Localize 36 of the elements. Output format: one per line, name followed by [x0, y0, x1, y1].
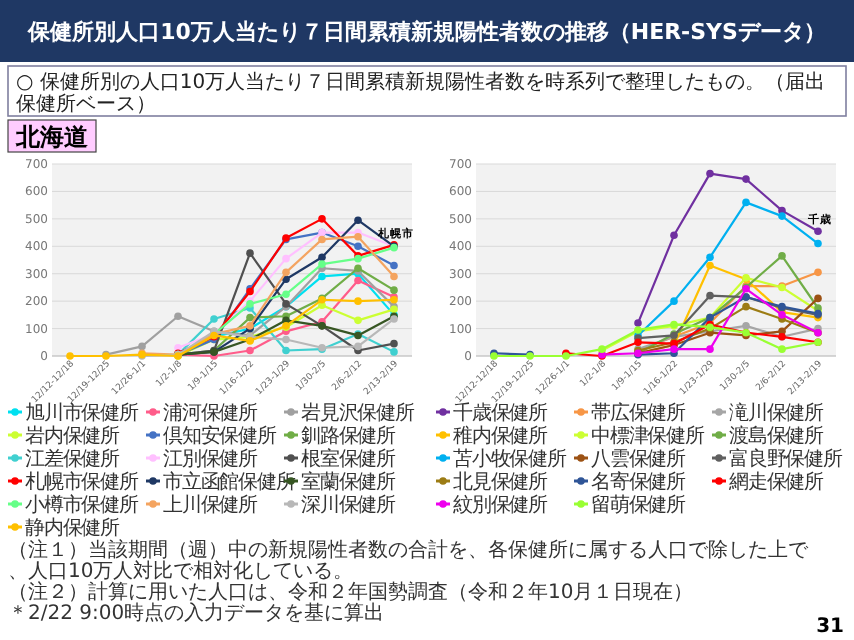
legend-label: 滝川保健所: [729, 401, 825, 425]
legend-label: 岩見沢保健所: [301, 401, 415, 425]
text: 31: [816, 616, 845, 638]
chart-subtitle: ○ 保健所別の人口10万人当たり７日間累積新規陽性者数を時系列で整理したもの。（届出保健所ベース）: [16, 70, 826, 116]
legend-label: 小樽市保健所: [25, 493, 139, 517]
legend-label: 上川保健所: [163, 493, 259, 517]
legend-label: 江差保健所: [25, 447, 121, 471]
legend-label: 渡島保健所: [729, 424, 825, 448]
legend-label: 室蘭保健所: [301, 470, 397, 494]
legend-label: 富良野保健所: [729, 447, 843, 471]
legend-label: 名寄保健所: [591, 470, 687, 494]
legend-label: 深川保健所: [301, 493, 397, 517]
legend-label: 網走保健所: [727, 470, 825, 494]
legend-label: 千歳保健所: [453, 401, 549, 425]
legend-label: 札幌市保健所: [25, 470, 139, 494]
text: 北海道: [14, 123, 90, 151]
legend-label: 稚内保健所: [453, 424, 549, 448]
legend-label: 江別保健所: [163, 447, 259, 471]
legend-label: 留萌保健所: [591, 493, 687, 517]
text: （注１）当該期間（週）中の新規陽性者数の合計を、各保健所に属する人口で除した上で、人口10万人対比で相対化している。: [8, 538, 810, 583]
legend-label: 帯広保健所: [591, 401, 687, 425]
legend-label: 倶知安保健所: [163, 424, 277, 448]
legend-label: 中標津保健所: [591, 424, 705, 448]
title: 保健所別人口10万人当たり７日間累積新規陽性者数の推移（HER-SYSデータ）: [28, 19, 826, 45]
legend-label: 八雲保健所: [591, 447, 687, 471]
text: ＊2/22 9:00時点の入力データを基に算出: [8, 601, 385, 625]
legend-label: 旭川市保健所: [25, 401, 139, 425]
legend-label: 静内保健所: [25, 516, 121, 540]
legend-label: 北見保健所: [453, 470, 549, 494]
legend-label: 釧路保健所: [301, 424, 397, 448]
legend-label: 根室保健所: [301, 447, 397, 471]
legend-label: 紋別保健所: [453, 493, 549, 517]
legend-label: 苫小牧保健所: [453, 447, 567, 471]
legend-label: 岩内保健所: [25, 424, 121, 448]
legend-label: 浦河保健所: [163, 401, 259, 425]
text: （注２）計算に用いた人口は、令和２年国勢調査（令和２年10月１日現在）: [8, 580, 694, 604]
